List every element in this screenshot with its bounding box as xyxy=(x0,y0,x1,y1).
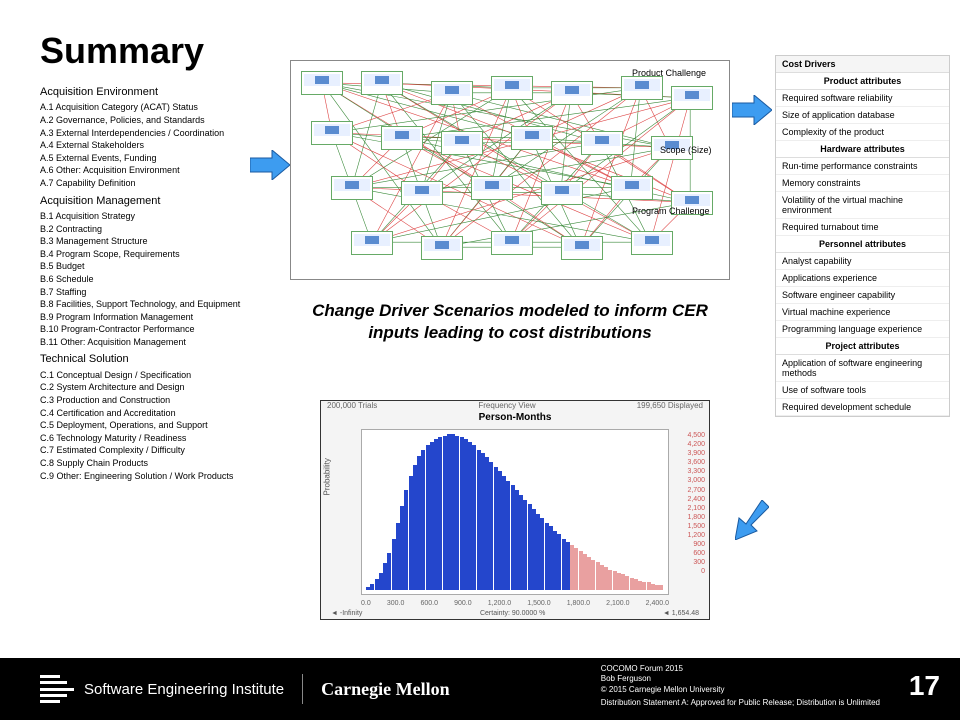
histo-trials: 200,000 Trials xyxy=(327,401,377,410)
histo-range-left: ◄ -Infinity xyxy=(331,610,362,617)
center-caption: Change Driver Scenarios modeled to infor… xyxy=(310,300,710,344)
histo-ylabel: Probability xyxy=(323,458,332,495)
slide-title: Summary xyxy=(40,30,204,72)
label-product-challenge: Product Challenge xyxy=(632,68,706,78)
label-scope: Scope (Size) xyxy=(660,145,712,155)
histogram: 200,000 Trials Frequency View 199,650 Di… xyxy=(320,400,710,620)
histo-displayed: 199,650 Displayed xyxy=(637,401,703,410)
label-program-challenge: Program Challenge xyxy=(632,206,710,216)
cmu-name: Carnegie Mellon xyxy=(321,679,449,700)
histo-xaxis: 0.0300.0600.0900.01,200.01,500.01,800.02… xyxy=(361,600,669,607)
histo-certainty: Certainty: 90.0000 % xyxy=(480,610,545,617)
histo-view: Frequency View xyxy=(478,401,535,410)
footer-meta: COCOMO Forum 2015 Bob Ferguson © 2015 Ca… xyxy=(601,664,880,709)
arrow-left-to-diagram xyxy=(250,150,290,180)
arrow-drivers-to-histo xyxy=(735,500,769,540)
histo-range-right: ◄ 1,654.48 xyxy=(663,610,699,617)
page-number: 17 xyxy=(909,670,940,702)
cost-drivers-table: Cost DriversProduct attributesRequired s… xyxy=(775,55,950,417)
histo-title: Person-Months xyxy=(321,410,709,425)
left-categories: Acquisition EnvironmentA.1 Acquisition C… xyxy=(40,85,270,482)
sei-name: Software Engineering Institute xyxy=(84,681,284,698)
network-diagram xyxy=(290,60,730,280)
histo-yticks-right: 4,5004,2003,9003,6003,3003,0002,7002,400… xyxy=(687,431,705,577)
arrow-diagram-to-drivers xyxy=(732,95,772,125)
footer: Software Engineering Institute Carnegie … xyxy=(0,658,960,720)
sei-icon xyxy=(40,675,74,703)
